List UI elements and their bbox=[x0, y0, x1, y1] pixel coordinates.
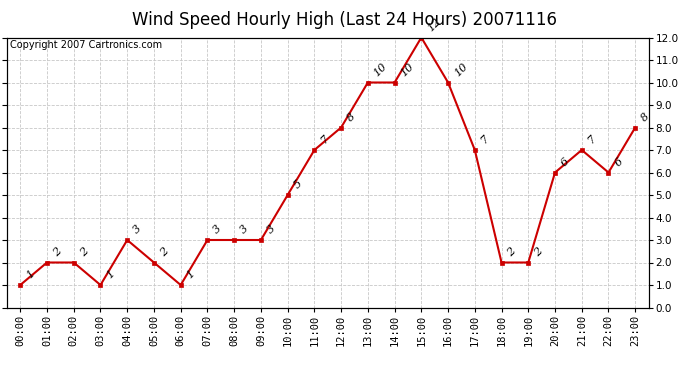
Text: 8: 8 bbox=[640, 111, 651, 123]
Text: 10: 10 bbox=[372, 61, 389, 78]
Text: 1: 1 bbox=[185, 269, 197, 281]
Text: 12: 12 bbox=[426, 16, 443, 33]
Text: 2: 2 bbox=[533, 246, 544, 258]
Text: 7: 7 bbox=[586, 134, 598, 146]
Text: 8: 8 bbox=[345, 111, 357, 123]
Text: 3: 3 bbox=[265, 224, 277, 236]
Text: Copyright 2007 Cartronics.com: Copyright 2007 Cartronics.com bbox=[10, 40, 162, 50]
Text: 3: 3 bbox=[238, 224, 250, 236]
Text: 7: 7 bbox=[479, 134, 491, 146]
Text: 2: 2 bbox=[158, 246, 170, 258]
Text: 3: 3 bbox=[212, 224, 224, 236]
Text: 6: 6 bbox=[613, 156, 624, 168]
Text: 3: 3 bbox=[131, 224, 144, 236]
Text: 7: 7 bbox=[319, 134, 331, 146]
Text: 10: 10 bbox=[399, 61, 416, 78]
Text: 2: 2 bbox=[78, 246, 90, 258]
Text: 5: 5 bbox=[292, 179, 304, 191]
Text: 6: 6 bbox=[559, 156, 571, 168]
Text: 2: 2 bbox=[51, 246, 63, 258]
Text: 1: 1 bbox=[105, 269, 117, 281]
Text: Wind Speed Hourly High (Last 24 Hours) 20071116: Wind Speed Hourly High (Last 24 Hours) 2… bbox=[132, 11, 558, 29]
Text: 10: 10 bbox=[452, 61, 469, 78]
Text: 2: 2 bbox=[506, 246, 518, 258]
Text: 1: 1 bbox=[24, 269, 37, 281]
